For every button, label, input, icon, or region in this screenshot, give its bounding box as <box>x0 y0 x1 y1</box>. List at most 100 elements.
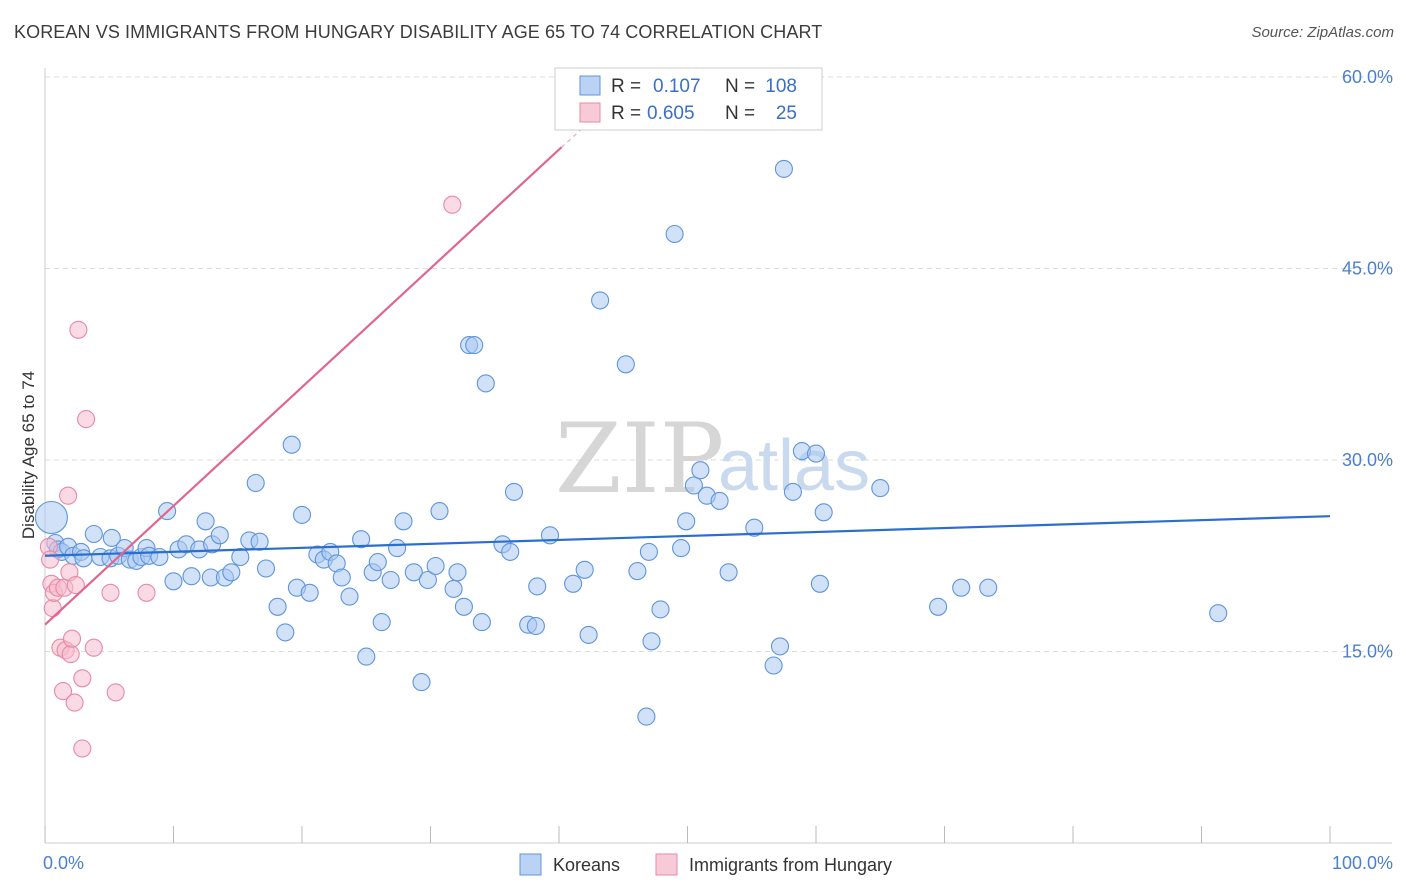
point-korean-8 <box>84 524 103 544</box>
point-korean-99 <box>806 444 826 463</box>
y-tick-label-30: 30.0% <box>1342 450 1393 470</box>
point-korean-102 <box>871 479 890 498</box>
point-hungary-20 <box>84 638 103 657</box>
watermark: ZIP atlas <box>555 403 870 515</box>
point-korean-68 <box>476 374 495 393</box>
series-koreans <box>34 159 1228 726</box>
legend: R = 0.107 N = 108 R = 0.605 N = 25 <box>554 67 823 131</box>
point-hungary-7 <box>53 682 73 701</box>
point-korean-76 <box>564 574 583 593</box>
y-tick-label-60: 60.0% <box>1342 67 1393 87</box>
point-korean-57 <box>404 563 423 582</box>
point-hungary-15 <box>66 576 85 595</box>
point-korean-94 <box>764 656 783 675</box>
point-korean-86 <box>672 539 691 558</box>
point-hungary-13 <box>62 629 82 648</box>
point-korean-63 <box>448 563 467 582</box>
point-korean-104 <box>929 597 948 616</box>
point-korean-101 <box>814 503 833 522</box>
point-korean-64 <box>454 597 473 616</box>
point-korean-61 <box>430 502 449 521</box>
bottom-legend: Koreans Immigrants from Hungary <box>519 853 892 876</box>
legend-r-value-hungary: 0.605 <box>647 103 695 124</box>
point-korean-93 <box>745 518 764 537</box>
point-korean-35 <box>250 532 269 551</box>
point-korean-83 <box>639 542 658 561</box>
point-korean-77 <box>575 560 594 579</box>
series-hungary <box>39 195 462 758</box>
point-korean-84 <box>651 600 670 619</box>
trend-line-hungary <box>44 146 563 626</box>
point-korean-7 <box>74 549 93 568</box>
point-korean-53 <box>372 613 391 632</box>
bottom-legend-swatch-hungary <box>655 853 678 876</box>
point-korean-73 <box>528 577 547 596</box>
legend-swatch-koreans <box>579 75 601 96</box>
watermark-zip: ZIP <box>555 403 724 515</box>
point-hungary-22 <box>106 683 125 702</box>
legend-n-value-koreans: 108 <box>765 76 797 97</box>
legend-r-label-hungary: R = <box>611 103 641 124</box>
point-hungary-19 <box>77 410 96 429</box>
point-korean-91 <box>710 491 729 510</box>
point-korean-106 <box>979 578 998 597</box>
point-korean-96 <box>774 159 793 178</box>
legend-r-label-koreans: R = <box>611 76 641 97</box>
point-hungary-1 <box>41 550 60 569</box>
x-tick-labels: 0.0% 100.0% <box>43 853 1393 873</box>
y-tick-label-15: 15.0% <box>1342 642 1393 662</box>
point-korean-78 <box>579 625 598 644</box>
point-korean-37 <box>268 597 287 616</box>
point-korean-0 <box>34 500 68 535</box>
bottom-legend-koreans: Koreans <box>553 855 620 875</box>
axes <box>44 68 1392 844</box>
point-korean-88 <box>684 476 703 495</box>
point-korean-31 <box>222 563 241 582</box>
point-korean-50 <box>357 647 376 666</box>
point-korean-62 <box>444 579 463 598</box>
point-korean-49 <box>352 530 371 549</box>
point-korean-81 <box>628 562 647 581</box>
point-korean-58 <box>412 673 431 692</box>
point-hungary-21 <box>101 583 120 602</box>
point-hungary-12 <box>61 645 80 664</box>
point-hungary-23 <box>137 583 156 602</box>
point-korean-29 <box>210 526 229 545</box>
point-korean-11 <box>102 528 121 547</box>
point-korean-79 <box>591 291 610 310</box>
point-korean-26 <box>196 512 215 531</box>
y-tick-labels: 15.0% 30.0% 45.0% 60.0% <box>1342 67 1393 662</box>
point-korean-74 <box>526 616 545 636</box>
point-korean-92 <box>719 563 738 582</box>
point-korean-95 <box>770 637 790 656</box>
x-tick-label-100: 100.0% <box>1332 853 1393 873</box>
bottom-legend-swatch-koreans <box>519 853 542 876</box>
point-korean-39 <box>282 435 301 454</box>
point-korean-89 <box>691 461 710 480</box>
point-korean-48 <box>340 587 359 606</box>
point-korean-21 <box>164 572 183 591</box>
point-hungary-10 <box>59 486 78 505</box>
chart-source: Source: ZipAtlas.com <box>1251 24 1394 41</box>
point-korean-36 <box>256 559 276 578</box>
trend-lines <box>44 96 1331 626</box>
point-hungary-17 <box>73 739 92 758</box>
point-korean-100 <box>810 574 829 593</box>
point-korean-107 <box>1209 604 1228 623</box>
point-korean-38 <box>276 623 295 642</box>
point-korean-66 <box>465 336 484 355</box>
point-korean-60 <box>426 556 445 576</box>
point-hungary-14 <box>65 693 84 712</box>
point-hungary-24 <box>443 195 462 214</box>
point-korean-55 <box>388 539 407 558</box>
point-korean-71 <box>504 482 524 501</box>
point-hungary-16 <box>69 320 88 339</box>
point-korean-87 <box>677 512 696 531</box>
y-axis-label: Disability Age 65 to 74 <box>19 371 38 539</box>
point-korean-32 <box>231 547 250 567</box>
point-korean-24 <box>182 567 201 586</box>
point-korean-47 <box>332 568 351 587</box>
legend-n-label-koreans: N = <box>725 76 755 97</box>
point-hungary-3 <box>43 599 62 618</box>
